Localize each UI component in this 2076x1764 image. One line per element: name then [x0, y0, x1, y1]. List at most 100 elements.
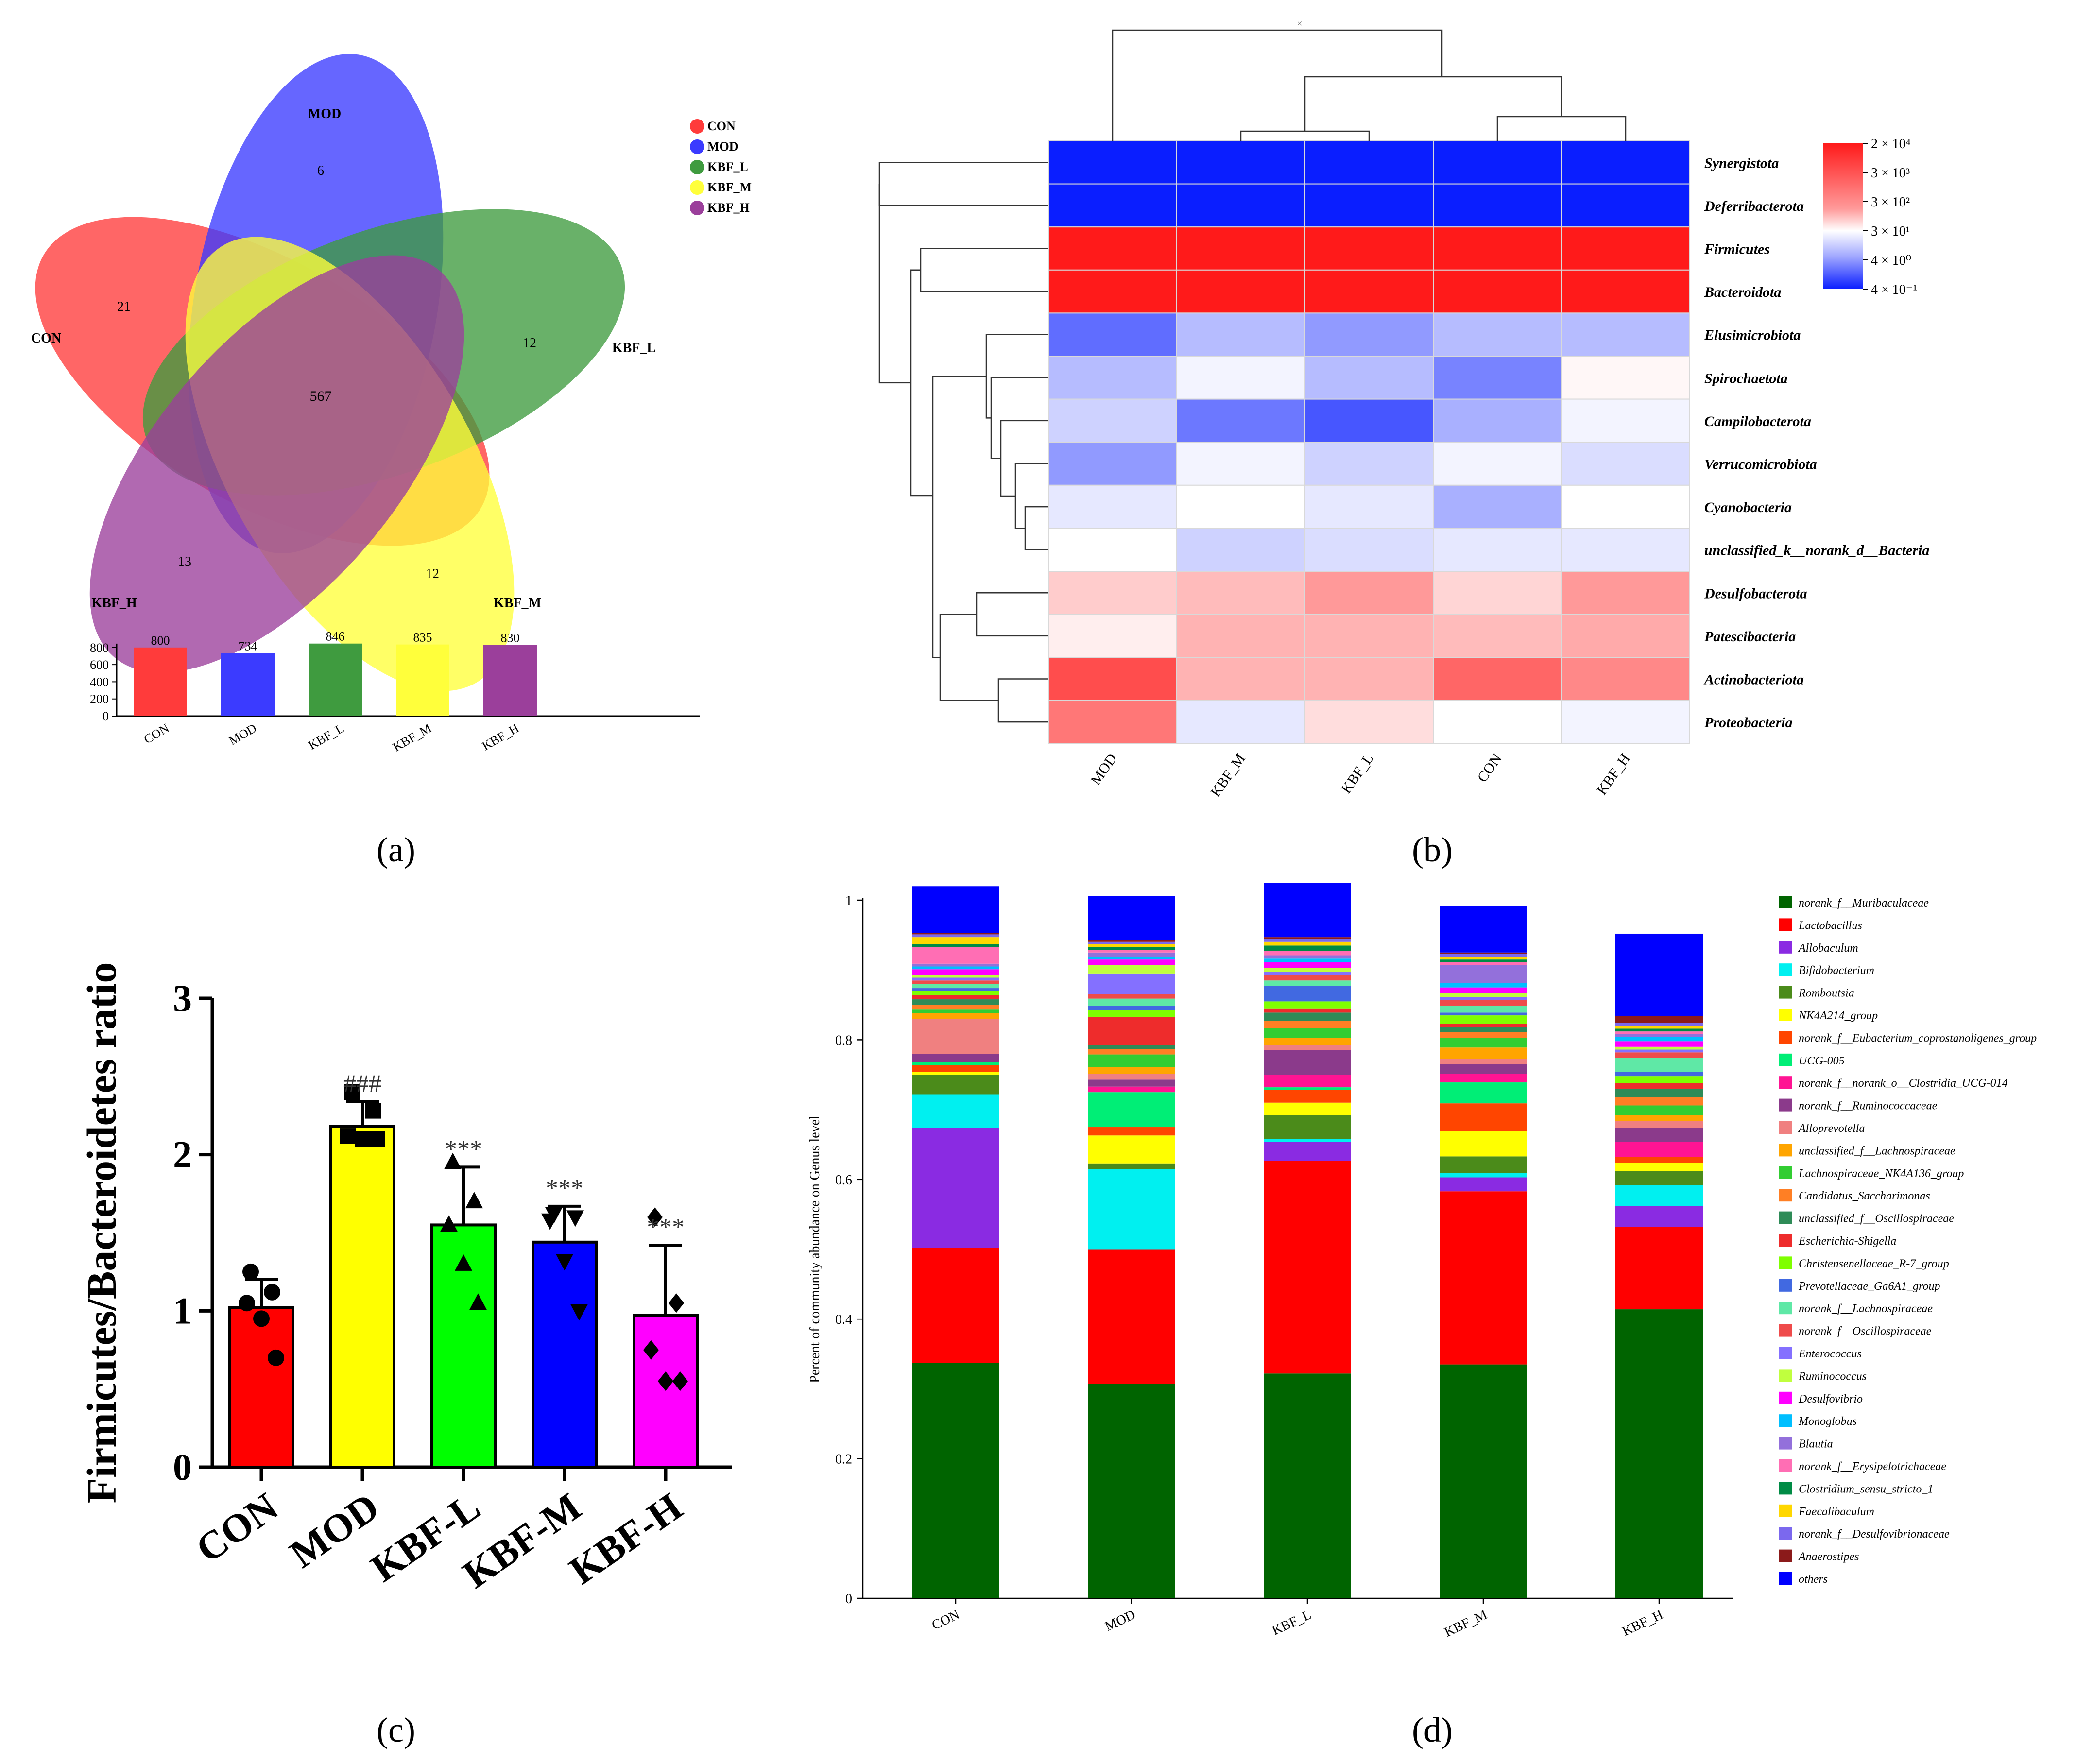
genus-segment-KBF_L [1264, 1075, 1351, 1088]
heatmap-cell [1433, 484, 1562, 529]
genus-segment-KBF_M [1440, 1177, 1527, 1192]
genus-legend-label: norank_f__Erysipelotrichaceae [1799, 1460, 1946, 1473]
heatmap-left-dendrogram-link [1014, 463, 1048, 529]
venn-bar-xtick-KBF_M: KBF_M [390, 721, 434, 754]
genus-segment-CON [912, 1248, 999, 1363]
venn-unique-count-KBF_H: 13 [178, 554, 191, 569]
genus-segment-CON [912, 1128, 999, 1248]
heatmap-cell [1304, 571, 1434, 615]
genus-segment-KBF_H [1615, 1072, 1703, 1077]
heatmap-left-dendrogram-link [932, 376, 986, 658]
genus-segment-KBF_H [1615, 933, 1703, 1016]
fb-ytick-label: 0 [173, 1446, 192, 1488]
genus-segment-KBF_M [1440, 954, 1527, 957]
genus-segment-CON [912, 886, 999, 933]
genus-segment-KBF_M [1440, 1103, 1527, 1131]
genus-segment-KBF_L [1264, 883, 1351, 938]
heatmap-row-label: Bacteroidota [1704, 284, 1781, 300]
heatmap-cell [1561, 140, 1690, 185]
venn-bar-ytick-label: 0 [103, 709, 109, 723]
heatmap-left-dendrogram-link [997, 678, 1048, 723]
genus-segment-KBF_H [1615, 1031, 1703, 1034]
fb-significance-KBF-L: *** [445, 1135, 482, 1163]
heatmap-cell [1048, 614, 1177, 658]
heatmap-left-dendrogram-root [878, 184, 911, 384]
genus-segment-KBF_L [1264, 968, 1351, 973]
genus-segment-KBF_L [1264, 1087, 1351, 1090]
genus-segment-KBF_M [1440, 1191, 1527, 1365]
heatmap-cell [1304, 700, 1434, 744]
genus-legend-swatch [1779, 1031, 1792, 1044]
genus-segment-CON [912, 1005, 999, 1010]
genus-segment-KBF_H [1615, 1023, 1703, 1026]
heatmap-cell [1433, 269, 1562, 314]
genus-segment-KBF_H [1615, 1058, 1703, 1072]
genus-legend-label: NK4A214_group [1798, 1010, 1878, 1022]
heatmap-left-dendrogram-link [920, 248, 1048, 292]
fb-point-CON [242, 1263, 259, 1280]
heatmap-col-label: KBF_M [1207, 751, 1248, 800]
fb-point-KBF-L [455, 1254, 472, 1271]
genus-segment-MOD [1088, 1384, 1175, 1598]
venn-bar-ytick-label: 800 [90, 641, 109, 655]
heatmap-cell [1304, 442, 1434, 486]
genus-xtick-label-KBF_M: KBF_M [1442, 1607, 1490, 1640]
genus-legend-swatch [1779, 1076, 1792, 1089]
heatmap-cell [1433, 226, 1562, 271]
heatmap-row-label: Deferribacterota [1704, 198, 1804, 214]
genus-segment-KBF_L [1264, 1001, 1351, 1009]
heatmap-left-dendrogram-link [910, 269, 933, 497]
genus-legend-label: norank_f__Eubacterium_coprostanoligenes_… [1799, 1032, 2037, 1045]
heatmap-left-dendrogram-link [1024, 506, 1048, 550]
genus-segment-MOD [1088, 941, 1175, 944]
genus-ytick-label: 0 [845, 1592, 852, 1607]
genus-segment-CON [912, 966, 999, 970]
genus-segment-KBF_M [1440, 1082, 1527, 1104]
genus-legend-swatch [1779, 1369, 1792, 1382]
heatmap-cell [1304, 356, 1434, 400]
genus-ytick-label: 0.2 [835, 1452, 852, 1467]
heatmap-cell [1304, 312, 1434, 357]
genus-segment-KBF_L [1264, 972, 1351, 975]
genus-segment-KBF_M [1440, 1173, 1527, 1178]
genus-segment-KBF_M [1440, 1012, 1527, 1016]
heatmap-cell [1048, 442, 1177, 486]
heatmap-left-dendrogram-link [985, 334, 1048, 419]
genus-segment-CON [912, 1009, 999, 1013]
heatmap-cell [1176, 226, 1305, 271]
genus-segment-KBF_H [1615, 1037, 1703, 1042]
genus-segment-KBF_H [1615, 1121, 1703, 1128]
genus-segment-KBF_L [1264, 1050, 1351, 1075]
heatmap-cell [1048, 140, 1177, 185]
genus-legend-label: norank_f__Ruminococcaceae [1799, 1100, 1938, 1113]
genus-segment-KBF_L [1264, 1021, 1351, 1028]
genus-segment-KBF_M [1440, 1364, 1527, 1598]
venn-unique-count-KBF_M: 12 [426, 566, 439, 582]
panel-label-b: (b) [1412, 830, 1453, 869]
genus-segment-MOD [1088, 1067, 1175, 1074]
genus-legend-swatch [1779, 1324, 1792, 1337]
genus-legend-swatch [1779, 1527, 1792, 1540]
genus-segment-KBF_L [1264, 1090, 1351, 1103]
heatmap-colorbar-label: 3 × 10² [1871, 195, 1910, 210]
heatmap-col-label: MOD [1088, 751, 1120, 788]
genus-segment-CON [912, 1065, 999, 1072]
venn-legend-label-MOD: MOD [707, 139, 738, 154]
heatmap-top-dendrogram-link [1304, 76, 1562, 131]
genus-segment-CON [912, 933, 999, 935]
genus-segment-MOD [1088, 950, 1175, 953]
genus-segment-KBF_M [1440, 952, 1527, 954]
venn-set-label-KBF_M: KBF_M [494, 596, 541, 611]
panel-a-venn: 21 6 12 12 13 567 CON MOD KBF_L KBF_M KBF_H CON MOD K… [31, 54, 752, 754]
genus-segment-CON [912, 934, 999, 938]
genus-segment-KBF_M [1440, 1015, 1527, 1024]
heatmap-cell [1176, 312, 1305, 357]
venn-unique-count-MOD: 6 [317, 163, 324, 178]
genus-legend-swatch [1779, 1234, 1792, 1247]
genus-segment-CON [912, 1062, 999, 1065]
genus-segment-KBF_H [1615, 1016, 1703, 1023]
genus-segment-KBF_H [1615, 1034, 1703, 1037]
fb-point-CON [268, 1349, 284, 1366]
genus-segment-CON [912, 984, 999, 989]
